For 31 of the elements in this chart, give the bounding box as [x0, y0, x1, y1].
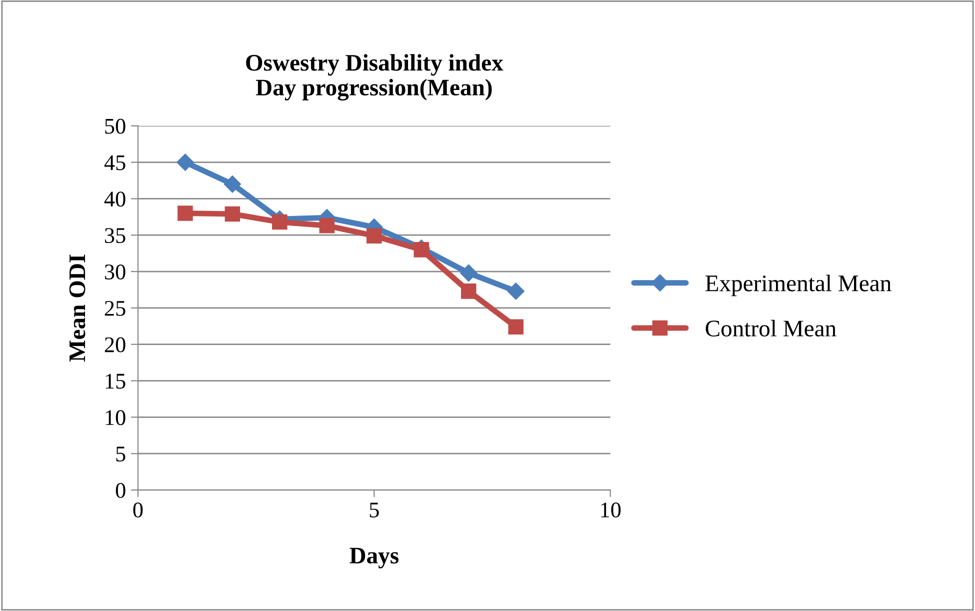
point — [224, 206, 240, 222]
y-tick-label: 0 — [116, 482, 126, 498]
x-tick-label: 10 — [601, 502, 621, 518]
x-axis-title: Days — [350, 548, 399, 568]
y-tick-label: 35 — [104, 228, 126, 244]
chart-title: Oswestry Disability index Day progression(Mean) — [246, 54, 504, 101]
point — [319, 218, 335, 234]
point — [507, 282, 524, 300]
point — [224, 176, 241, 193]
y-tick-label: 45 — [104, 155, 126, 170]
y-axis-title: Mean ODI — [69, 254, 86, 362]
y-tick-label: 10 — [106, 410, 126, 426]
point — [176, 154, 194, 171]
point — [178, 206, 193, 221]
point — [414, 242, 430, 258]
point — [460, 264, 478, 282]
y-tick-label: 25 — [104, 300, 126, 316]
y-tick-label: 40 — [104, 192, 126, 207]
y-tick-label: 30 — [104, 264, 126, 280]
point — [460, 284, 476, 299]
legend-label: Experimental Mean — [705, 274, 892, 296]
point — [272, 214, 288, 230]
point — [508, 319, 524, 335]
y-tick-label: 20 — [104, 337, 126, 352]
legend-label: Control Mean — [706, 320, 836, 337]
y-tick-label: 15 — [106, 374, 126, 389]
x-tick-label: 5 — [370, 502, 379, 518]
point — [366, 228, 382, 244]
x-tick-label: 0 — [133, 502, 143, 518]
y-tick-label: 5 — [116, 446, 126, 462]
y-tick-label: 50 — [105, 118, 126, 134]
